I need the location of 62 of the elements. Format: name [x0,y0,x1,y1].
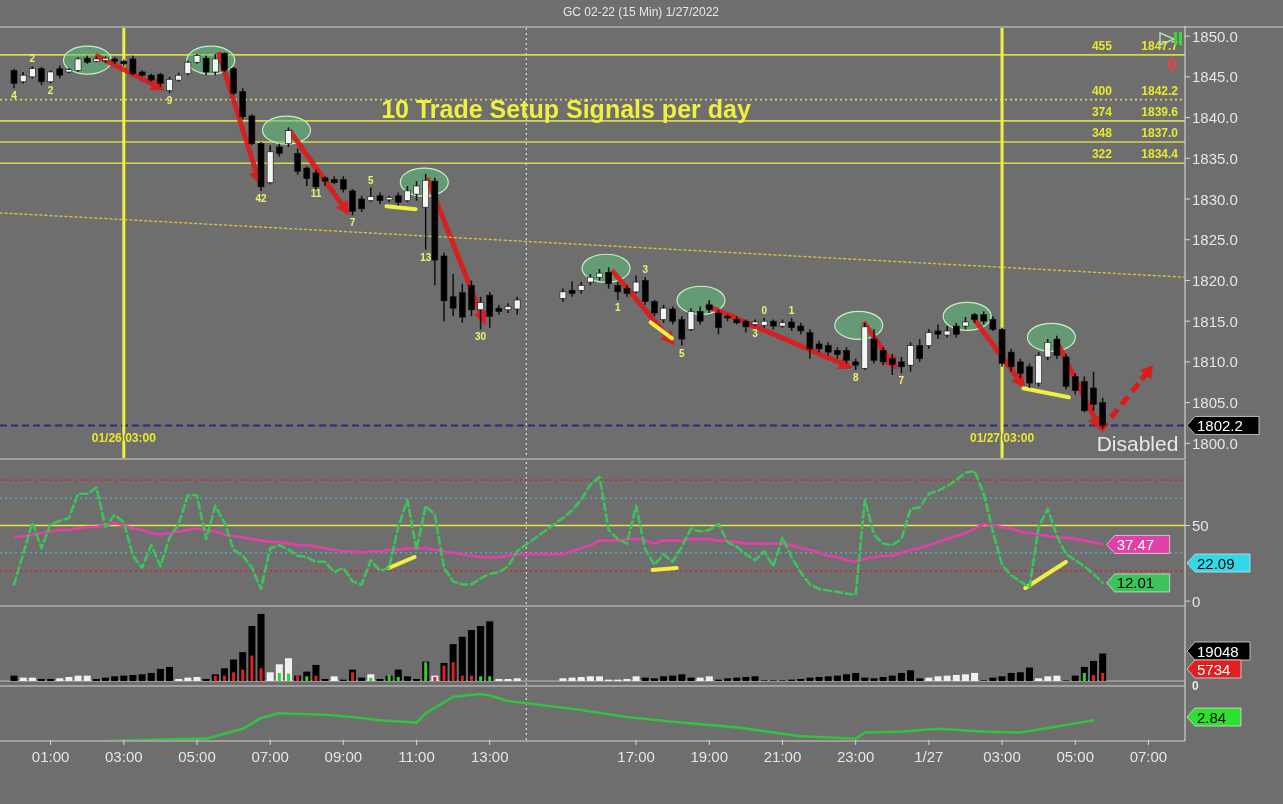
y-tick-label: 50 [1192,516,1209,534]
text: 19048 [1197,642,1239,660]
annotation: 42 [255,192,268,204]
x-tick-label: 11:00 [398,748,435,765]
annotation: 1 [788,304,795,316]
ref-line-label: 400 1842.2 [1091,83,1179,98]
annotation: 7 [349,217,356,229]
annotation: 5 [368,174,375,186]
x-tick-label: 1/27 [914,748,944,765]
y-tick-label: 1825.0 [1192,231,1238,249]
x-tick-label: 03:00 [105,748,143,765]
y-tick-label: 1810.0 [1192,353,1238,371]
annotation: 4 [11,90,18,102]
annotation: 7 [898,375,905,387]
ref-line-label: 348 1837.0 [1091,126,1179,141]
y-tick-label: 1830.0 [1192,190,1238,208]
annotation: 1 [615,302,622,314]
x-tick-label: 13:00 [470,748,509,765]
x-tick-label: 07:00 [251,748,289,765]
ref-line-label: 374 1839.6 [1091,104,1179,119]
annotation: Disabled [1096,431,1179,455]
y-tick-label: 1835.0 [1192,149,1238,167]
annotation: 3 [642,264,649,276]
data-label: 37.47 [1116,535,1155,553]
annotation: 30 [475,331,487,343]
text: 5734 [1197,660,1231,678]
y-tick-label: 1805.0 [1192,394,1238,412]
x-tick-label: 17:00 [617,748,655,765]
ref-line-label: 01/26 03:00 [91,431,157,445]
y-tick-label: 0 [1192,592,1201,610]
x-tick-label: 09:00 [324,748,363,765]
annotation: 8 [852,372,859,384]
annotation: 5 [679,347,686,359]
annotation: 13 [420,251,432,263]
text: 22.09 [1197,554,1235,572]
y-tick-label: 1845.0 [1192,68,1238,86]
x-tick-label: 01:00 [31,748,70,765]
x-tick-label: 21:00 [763,748,802,765]
annotation: 9 [166,95,173,107]
y-tick-label: 1815.0 [1192,312,1238,330]
x-tick-label: 05:00 [178,748,216,765]
text: 10 Trade Setup Signals per day [381,95,751,123]
annotation: 2 [47,85,54,97]
chart-title: GC 02-22 (15 Min) 1/27/2022 [562,5,720,19]
annotation: 2 [29,53,36,65]
y-tick-label: 1850.0 [1192,27,1238,45]
annotation: 0 [761,304,768,316]
x-tick-label: 03:00 [983,748,1021,765]
x-tick-label: 19:00 [690,748,729,765]
x-tick-label: 23:00 [836,748,875,765]
data-label: 12.01 [1116,574,1155,592]
y-tick-label: 1840.0 [1192,109,1238,127]
annotation: 3 [752,328,759,340]
annotation: 11 [310,187,322,199]
ref-line-label: 1802.2 [1197,416,1243,434]
x-tick-label: 05:00 [1056,748,1094,765]
ref-line-label: 322 1834.4 [1091,147,1179,162]
y-tick-label: 1800.0 [1192,434,1238,452]
x-tick-label: 07:00 [1129,748,1168,765]
y-tick-label: 1820.0 [1192,271,1238,289]
annotation: 0 [1167,56,1177,73]
text: 2.84 [1197,708,1227,726]
